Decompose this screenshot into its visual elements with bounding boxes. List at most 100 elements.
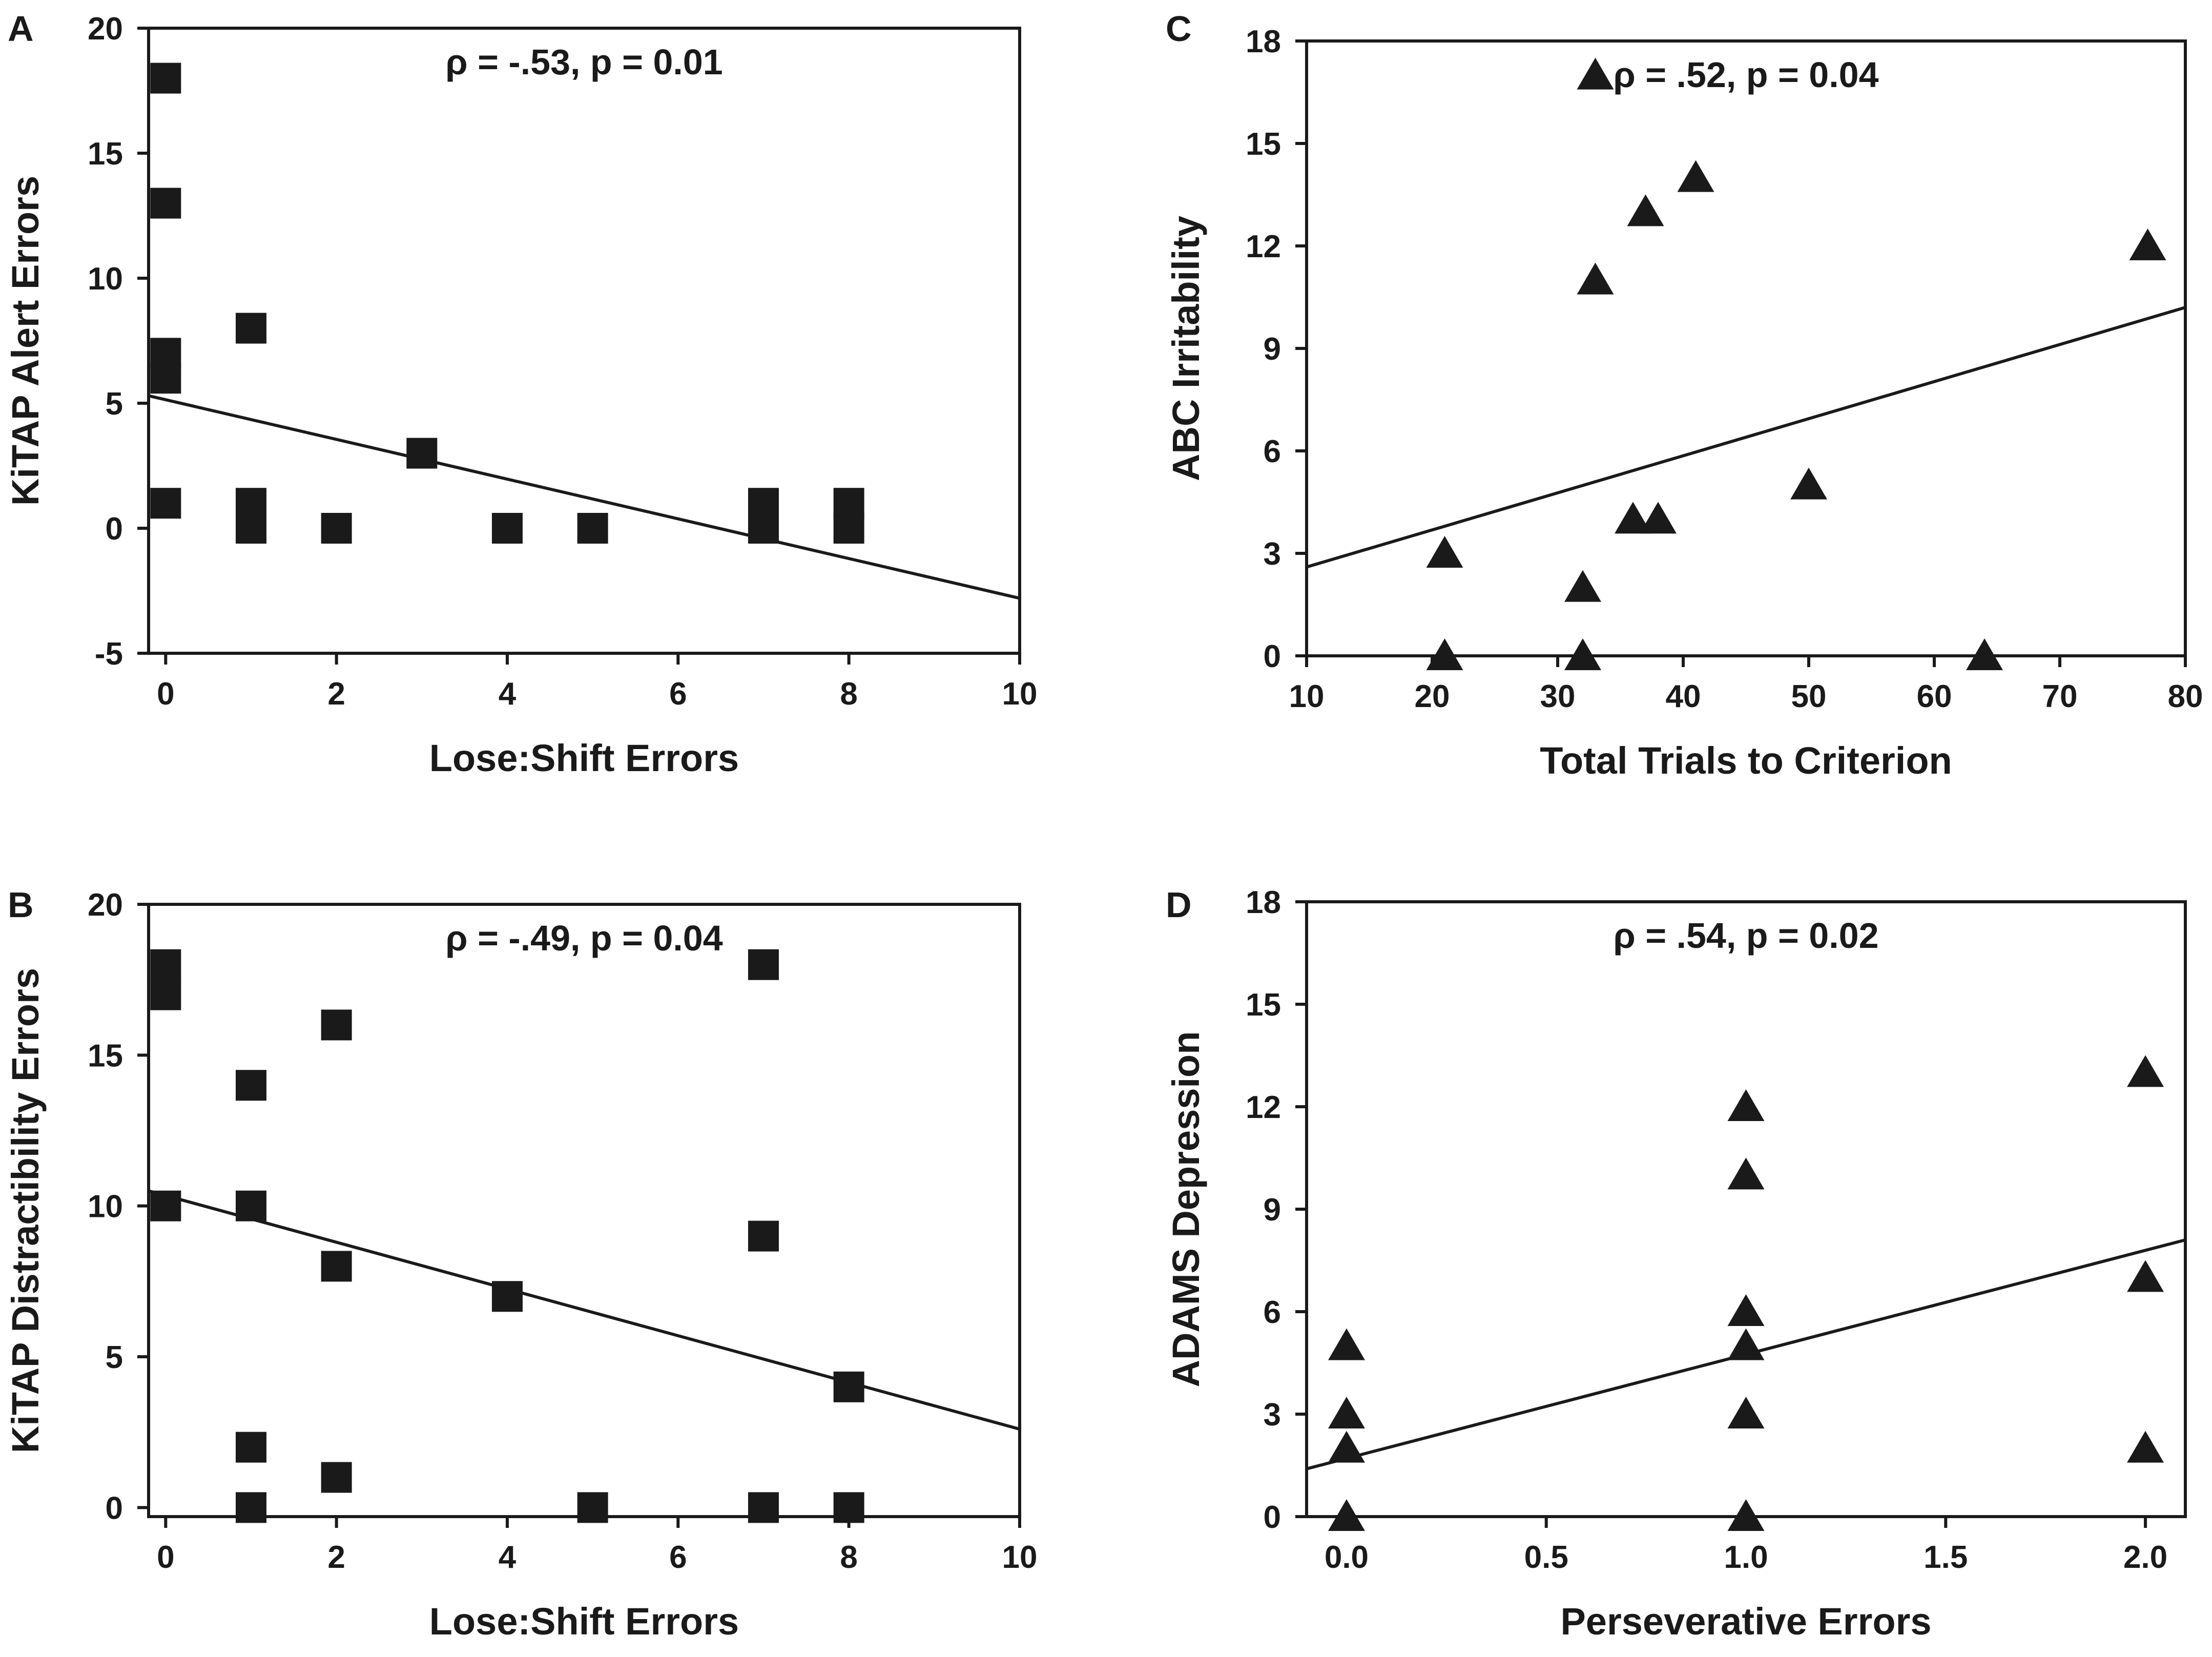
data-point xyxy=(577,1492,608,1523)
data-point xyxy=(150,363,181,394)
y-tick-label: 12 xyxy=(1246,1090,1281,1125)
data-point xyxy=(833,1371,864,1402)
data-point xyxy=(150,63,181,94)
y-tick-label: 18 xyxy=(1246,885,1281,920)
data-point xyxy=(236,313,266,344)
y-axis-title: ABC Irritability xyxy=(1165,216,1207,481)
x-tick-label: 8 xyxy=(840,1540,857,1575)
data-point xyxy=(150,979,181,1010)
data-point xyxy=(321,1009,352,1041)
panel-c: 10 20 30 40 50 60 70 80 0 3 6 9 12 15 18 ρ = .52, p = 0… xyxy=(1165,9,2203,782)
correlation-annotation: ρ = .52, p = 0.04 xyxy=(1613,55,1878,95)
data-point xyxy=(577,513,608,544)
regression-line xyxy=(149,394,1020,600)
data-point xyxy=(1564,638,1601,670)
data-point xyxy=(2127,1431,2164,1463)
regression-line xyxy=(149,1189,1020,1431)
x-tick-label: 8 xyxy=(840,676,857,712)
data-point xyxy=(321,513,352,544)
x-axis-title: Lose:Shift Errors xyxy=(429,1600,739,1643)
y-tick-label: 9 xyxy=(1264,1192,1281,1228)
x-tick-label: 50 xyxy=(1791,679,1827,714)
x-tick-label: 4 xyxy=(499,1540,516,1575)
x-tick-label: 2 xyxy=(327,1540,345,1575)
data-point xyxy=(1328,1431,1365,1463)
data-point xyxy=(1966,638,2003,670)
data-point xyxy=(1328,1499,1365,1531)
x-tick-label: 0.5 xyxy=(1524,1540,1568,1575)
data-point xyxy=(1727,1397,1765,1428)
x-tick-label: 10 xyxy=(1289,679,1325,714)
x-tick-label: 30 xyxy=(1540,679,1576,714)
data-point xyxy=(1677,160,1714,192)
x-tick-label: 6 xyxy=(669,676,687,712)
y-tick-label: 0 xyxy=(1264,639,1281,674)
x-tick-label: 80 xyxy=(2168,679,2203,714)
data-point xyxy=(236,513,266,544)
y-tick-label: 3 xyxy=(1264,1397,1281,1433)
x-axis-title: Total Trials to Criterion xyxy=(1540,739,1952,782)
data-point xyxy=(1328,1328,1365,1360)
panel-d: 0.0 0.5 1.0 1.5 2.0 0 3 6 9 12 15 18 ρ = .54, p = 0.… xyxy=(1165,885,2187,1643)
x-tick-label: 2 xyxy=(327,676,345,712)
y-tick-label: 15 xyxy=(88,136,123,172)
correlation-annotation: ρ = -.53, p = 0.01 xyxy=(445,42,722,82)
panel-letter: C xyxy=(1166,9,1192,49)
data-point xyxy=(1727,1089,1765,1121)
data-point xyxy=(236,1432,266,1463)
y-tick-label: 0 xyxy=(106,1490,123,1526)
regression-line xyxy=(1307,306,2185,569)
data-point xyxy=(1727,1294,1765,1326)
x-tick-label: 2.0 xyxy=(2123,1540,2167,1575)
panel-a: 0 2 4 6 8 10 -5 0 5 10 15 20 ρ = -.53, p = 0.01 Lose:… xyxy=(4,9,1037,779)
plot-frame xyxy=(147,27,1021,655)
y-axis-title: ADAMS Depression xyxy=(1165,1031,1207,1387)
data-point xyxy=(1577,262,1614,295)
panel-letter: D xyxy=(1166,885,1192,925)
data-point xyxy=(236,1190,266,1221)
y-tick-label: 5 xyxy=(106,1340,123,1375)
y-tick-label: 0 xyxy=(1264,1500,1281,1535)
data-point xyxy=(1727,1328,1765,1360)
y-tick-label: 20 xyxy=(88,11,123,47)
data-point xyxy=(833,1492,864,1523)
data-point xyxy=(1727,1499,1765,1531)
x-tick-label: 1.0 xyxy=(1724,1540,1768,1575)
y-tick-label: 10 xyxy=(88,1189,123,1225)
data-point xyxy=(1328,1397,1365,1428)
data-point xyxy=(150,1190,181,1221)
y-tick-label: 12 xyxy=(1246,229,1281,264)
data-point xyxy=(150,488,181,519)
x-tick-label: 70 xyxy=(2042,679,2078,714)
data-point xyxy=(150,949,181,980)
y-tick-label: 15 xyxy=(1246,127,1281,162)
correlation-annotation: ρ = .54, p = 0.02 xyxy=(1613,916,1878,956)
x-tick-label: 6 xyxy=(669,1540,687,1575)
y-tick-label: 6 xyxy=(1264,1295,1281,1330)
data-point xyxy=(321,1462,352,1493)
y-tick-label: 18 xyxy=(1246,24,1281,59)
y-tick-label: 15 xyxy=(1246,987,1281,1023)
data-point xyxy=(2127,1260,2164,1292)
data-point xyxy=(1564,570,1601,602)
y-tick-label: 5 xyxy=(106,386,123,422)
x-tick-label: 60 xyxy=(1917,679,1952,714)
data-point xyxy=(150,188,181,219)
x-axis-title: Lose:Shift Errors xyxy=(429,737,739,779)
x-tick-label: 0.0 xyxy=(1325,1540,1369,1575)
y-tick-label: 20 xyxy=(88,887,123,923)
x-tick-label: 1.5 xyxy=(1924,1540,1968,1575)
data-point xyxy=(1426,536,1463,568)
x-axis-title: Perseverative Errors xyxy=(1560,1600,1931,1643)
data-point xyxy=(748,513,779,544)
y-axis-title: KiTAP Distractibility Errors xyxy=(4,968,47,1453)
y-axis-title: KiTAP Alert Errors xyxy=(4,176,47,506)
y-tick-label: -5 xyxy=(95,636,123,672)
plot-frame xyxy=(147,903,1021,1518)
data-point xyxy=(236,1070,266,1101)
data-point xyxy=(406,438,438,469)
data-point xyxy=(1790,467,1827,500)
data-point xyxy=(236,1492,266,1523)
panel-letter: B xyxy=(8,885,34,925)
x-tick-label: 40 xyxy=(1666,679,1701,714)
